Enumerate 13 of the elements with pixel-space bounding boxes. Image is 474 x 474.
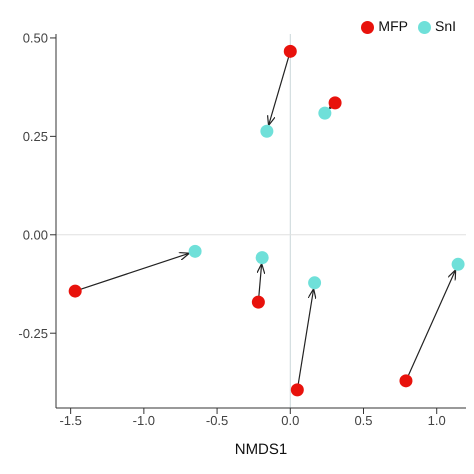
y-tick-label: 0.00 <box>22 227 48 242</box>
x-axis-title: NMDS1 <box>234 441 288 458</box>
x-tick-label: -1.0 <box>132 413 156 428</box>
y-tick-label: 0.25 <box>22 128 48 144</box>
legend-label: MFP <box>378 18 408 34</box>
x-tick-label: -0.5 <box>206 413 228 428</box>
y-tick-label: -0.25 <box>18 326 48 341</box>
x-tick-label: 0.0 <box>281 413 300 428</box>
legend-label: SnI <box>434 18 456 34</box>
x-tick-label: -1.5 <box>59 413 82 428</box>
y-tick-label: 0.50 <box>22 30 48 46</box>
x-tick-label: 1.0 <box>428 413 446 428</box>
x-tick-label: 0.5 <box>354 413 373 428</box>
